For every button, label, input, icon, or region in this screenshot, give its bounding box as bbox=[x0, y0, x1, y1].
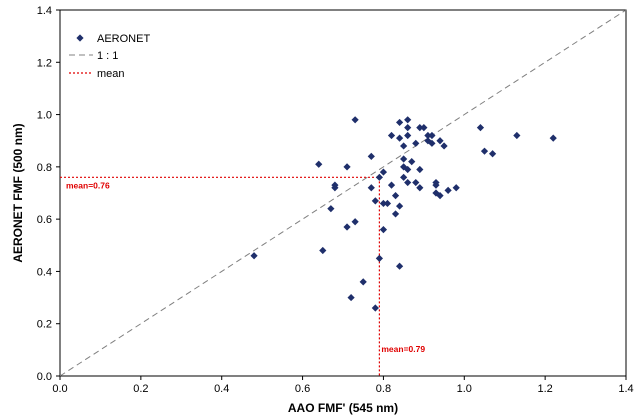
legend-label-aeronet: AERONET bbox=[97, 33, 150, 45]
data-point bbox=[476, 124, 485, 132]
x-tick-label: 0.4 bbox=[214, 383, 229, 395]
data-point bbox=[315, 160, 323, 168]
data-point bbox=[379, 226, 388, 234]
y-axis-title: AERONET FMF (500 nm) bbox=[11, 123, 25, 262]
one-to-one-line bbox=[59, 9, 627, 377]
x-axis-title: AAO FMF' (545 nm) bbox=[288, 401, 398, 415]
data-point bbox=[359, 278, 367, 286]
data-point bbox=[396, 262, 404, 270]
data-point bbox=[400, 163, 408, 171]
data-point bbox=[351, 116, 359, 124]
data-point bbox=[416, 184, 424, 192]
x-tick-label: 0.6 bbox=[295, 383, 310, 395]
data-point bbox=[319, 246, 327, 255]
x-tick-label: 0.8 bbox=[376, 383, 391, 395]
data-point bbox=[367, 152, 375, 160]
legend: AERONET 1 : 1 mean bbox=[69, 33, 150, 80]
data-point bbox=[396, 134, 404, 142]
data-point bbox=[400, 173, 408, 181]
data-point bbox=[327, 205, 335, 213]
data-point bbox=[428, 131, 436, 140]
legend-label-mean: mean bbox=[97, 68, 125, 80]
legend-label-1to1: 1 : 1 bbox=[97, 50, 118, 62]
data-point bbox=[416, 165, 424, 174]
data-point bbox=[375, 254, 383, 262]
y-tick-label: 1.2 bbox=[37, 57, 52, 69]
data-point bbox=[250, 252, 258, 260]
x-tick-label: 0.2 bbox=[133, 383, 148, 395]
data-point bbox=[331, 184, 339, 192]
data-point bbox=[391, 192, 400, 200]
data-point bbox=[436, 137, 444, 145]
data-point bbox=[412, 139, 420, 147]
data-points bbox=[250, 116, 557, 312]
data-point bbox=[351, 218, 359, 226]
data-point bbox=[416, 124, 424, 132]
data-point bbox=[400, 155, 408, 163]
mean-x-annotation: mean=0.79 bbox=[381, 344, 425, 354]
data-point bbox=[480, 147, 489, 155]
y-tick-label: 0.6 bbox=[37, 214, 52, 226]
x-tick-label: 1.0 bbox=[457, 383, 472, 395]
data-point bbox=[404, 124, 412, 132]
x-tick-label: 0.0 bbox=[52, 383, 67, 395]
data-point bbox=[404, 131, 412, 140]
data-point bbox=[404, 116, 412, 124]
axis-ticks: 0.0 0.2 0.4 0.6 0.8 1.0 1.2 1.4 0.0 0.2 0.4 0.6 0.8 1… bbox=[37, 5, 634, 395]
data-point bbox=[436, 192, 444, 200]
data-point bbox=[400, 142, 408, 150]
data-point bbox=[371, 304, 379, 312]
x-tick-label: 1.2 bbox=[537, 383, 552, 395]
data-point bbox=[408, 158, 416, 166]
data-point bbox=[428, 139, 436, 147]
data-point bbox=[424, 137, 432, 145]
data-point bbox=[343, 163, 351, 171]
data-point bbox=[404, 165, 412, 174]
y-tick-label: 0.2 bbox=[37, 319, 52, 331]
data-point bbox=[404, 178, 412, 187]
x-tick-label: 1.4 bbox=[618, 383, 633, 395]
data-point bbox=[513, 131, 521, 140]
data-point bbox=[343, 223, 351, 231]
data-point bbox=[424, 131, 432, 140]
data-point bbox=[383, 199, 392, 208]
data-point bbox=[347, 293, 355, 302]
plot-frame bbox=[59, 9, 627, 377]
data-point bbox=[387, 131, 396, 140]
legend-marker-aeronet bbox=[76, 34, 84, 42]
data-point bbox=[444, 186, 452, 194]
y-tick-label: 0.0 bbox=[37, 371, 52, 383]
data-point bbox=[549, 134, 557, 142]
data-point bbox=[379, 168, 388, 176]
data-point bbox=[371, 197, 379, 205]
data-point bbox=[396, 202, 404, 210]
data-point bbox=[387, 181, 396, 189]
y-tick-label: 1.0 bbox=[37, 110, 52, 122]
plot-area bbox=[59, 9, 627, 377]
data-point bbox=[396, 118, 404, 127]
data-point bbox=[375, 173, 383, 181]
data-point bbox=[420, 124, 428, 132]
data-point bbox=[367, 184, 375, 192]
data-point bbox=[391, 210, 400, 218]
data-point bbox=[432, 181, 440, 189]
y-tick-label: 1.4 bbox=[37, 5, 52, 17]
data-point bbox=[412, 178, 420, 187]
data-point bbox=[440, 142, 448, 150]
y-tick-label: 0.4 bbox=[37, 266, 52, 278]
data-point bbox=[452, 184, 460, 192]
data-point bbox=[488, 150, 497, 158]
data-point bbox=[379, 199, 388, 208]
mean-y-annotation: mean=0.76 bbox=[66, 180, 110, 190]
y-tick-label: 0.8 bbox=[37, 162, 52, 174]
